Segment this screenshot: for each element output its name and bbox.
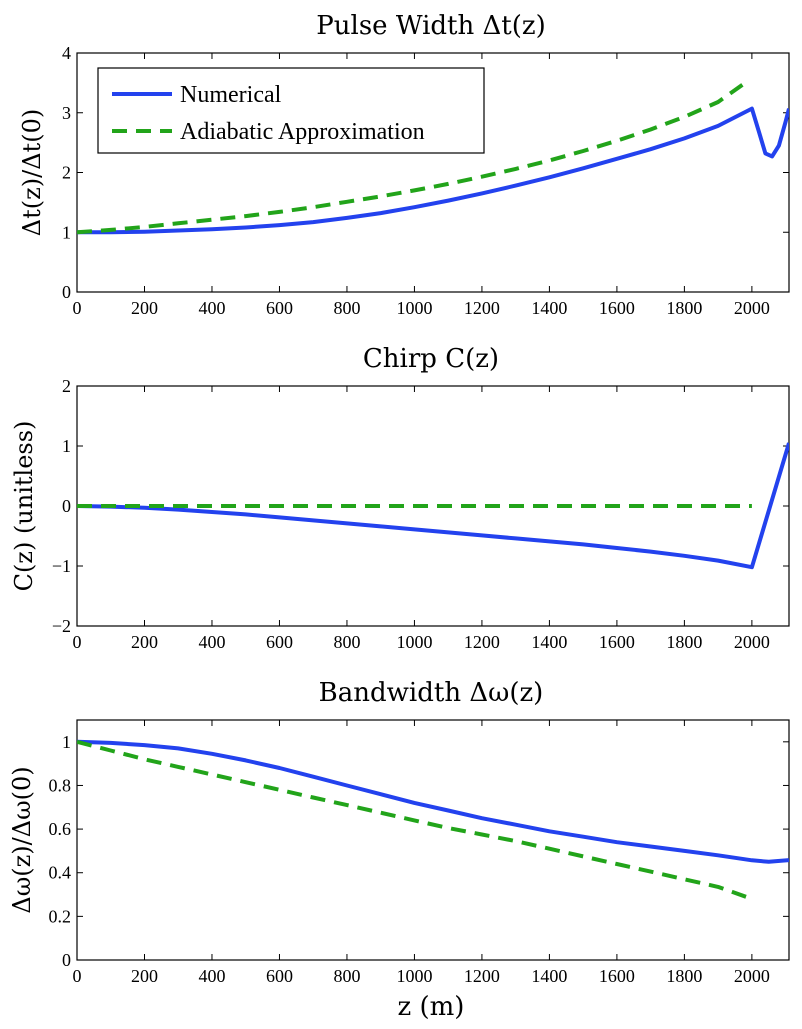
- x-tick-label: 1800: [666, 966, 702, 986]
- y-tick-label: 0.8: [49, 775, 72, 795]
- y-tick-label: 0.6: [49, 819, 72, 839]
- series-line-numerical: [77, 442, 789, 570]
- chart-panel-3: Bandwidth Δω(z) Δω(z)/Δω(0) z (m) 0 200 400 60…: [8, 678, 790, 1022]
- x-tick-label: 1000: [396, 298, 432, 318]
- y-tick-label: 3: [62, 103, 71, 123]
- x-tick-label: 600: [266, 632, 293, 652]
- x-tick-label: 1200: [464, 632, 500, 652]
- x-tick-label: 200: [131, 298, 158, 318]
- y-tick-label: 0: [62, 950, 71, 970]
- x-tick-label: 1400: [531, 632, 567, 652]
- x-tick-label: 200: [131, 966, 158, 986]
- y-tick-label: 0.4: [49, 863, 72, 883]
- x-tick-label: 0: [73, 298, 82, 318]
- legend-entry: Adiabatic Approximation: [180, 119, 425, 145]
- y-tick-label: 1: [62, 436, 71, 456]
- legend-box: [97, 67, 485, 154]
- chart-title: Chirp C(z): [363, 344, 499, 374]
- x-tick-label: 1400: [531, 298, 567, 318]
- x-tick-label: 400: [198, 298, 225, 318]
- x-tick-label: 400: [198, 632, 225, 652]
- x-tick-label: 1600: [599, 632, 635, 652]
- x-tick-label: 0: [73, 632, 82, 652]
- x-tick-label: 1400: [531, 966, 567, 986]
- y-axis-label: Δω(z)/Δω(0): [8, 766, 36, 913]
- x-tick-label: 400: [198, 966, 225, 986]
- series-line-adiabatic: [77, 81, 747, 235]
- x-tick-label: 1200: [464, 298, 500, 318]
- y-tick-label: 1: [62, 222, 71, 242]
- plot-area: [76, 719, 790, 961]
- y-axis-label: C(z) (unitless): [10, 421, 38, 592]
- chart-panel-1: Pulse Width Δt(z) Δt(z)/Δt(0) 0 200 400 600 80…: [18, 11, 790, 318]
- x-tick-label: 1600: [599, 966, 635, 986]
- x-tick-label: 600: [266, 966, 293, 986]
- x-tick-label: 800: [333, 966, 360, 986]
- y-tick-label: −2: [52, 616, 71, 636]
- x-tick-label: 1600: [599, 298, 635, 318]
- x-tick-label: 2000: [734, 632, 770, 652]
- x-tick-label: 0: [73, 966, 82, 986]
- legend: Numerical Adiabatic Approximation: [97, 67, 485, 154]
- legend-entry: Numerical: [180, 82, 282, 108]
- chart-panel-2: Chirp C(z)C(z) (unitless)0 200 400 600 800 10…: [10, 344, 790, 652]
- chart-title: Bandwidth Δω(z): [319, 678, 544, 708]
- series-line-numerical: [77, 739, 789, 864]
- x-tick-label: 2000: [734, 966, 770, 986]
- x-tick-label: 800: [333, 298, 360, 318]
- y-tick-label: 2: [62, 376, 71, 396]
- x-tick-label: 1000: [396, 966, 432, 986]
- y-tick-label: 0: [62, 282, 71, 302]
- series-line-numerical: [77, 106, 789, 235]
- y-tick-label: 0: [62, 496, 71, 516]
- x-tick-label: 1200: [464, 966, 500, 986]
- x-tick-label: 800: [333, 632, 360, 652]
- x-tick-label: 1000: [396, 632, 432, 652]
- y-tick-label: 2: [62, 163, 71, 183]
- x-tick-label: 1800: [666, 298, 702, 318]
- x-tick-label: 1800: [666, 632, 702, 652]
- y-tick-label: 4: [62, 43, 71, 63]
- y-tick-label: −1: [52, 556, 71, 576]
- y-tick-label: 0.2: [49, 906, 72, 926]
- x-tick-label: 2000: [734, 298, 770, 318]
- x-axis-label: z (m): [398, 992, 465, 1022]
- y-tick-label: 1: [62, 732, 71, 752]
- series-line-adiabatic: [77, 739, 753, 901]
- x-tick-label: 600: [266, 298, 293, 318]
- x-tick-label: 200: [131, 632, 158, 652]
- y-axis-label: Δt(z)/Δt(0): [18, 109, 46, 236]
- chart-title: Pulse Width Δt(z): [316, 11, 545, 41]
